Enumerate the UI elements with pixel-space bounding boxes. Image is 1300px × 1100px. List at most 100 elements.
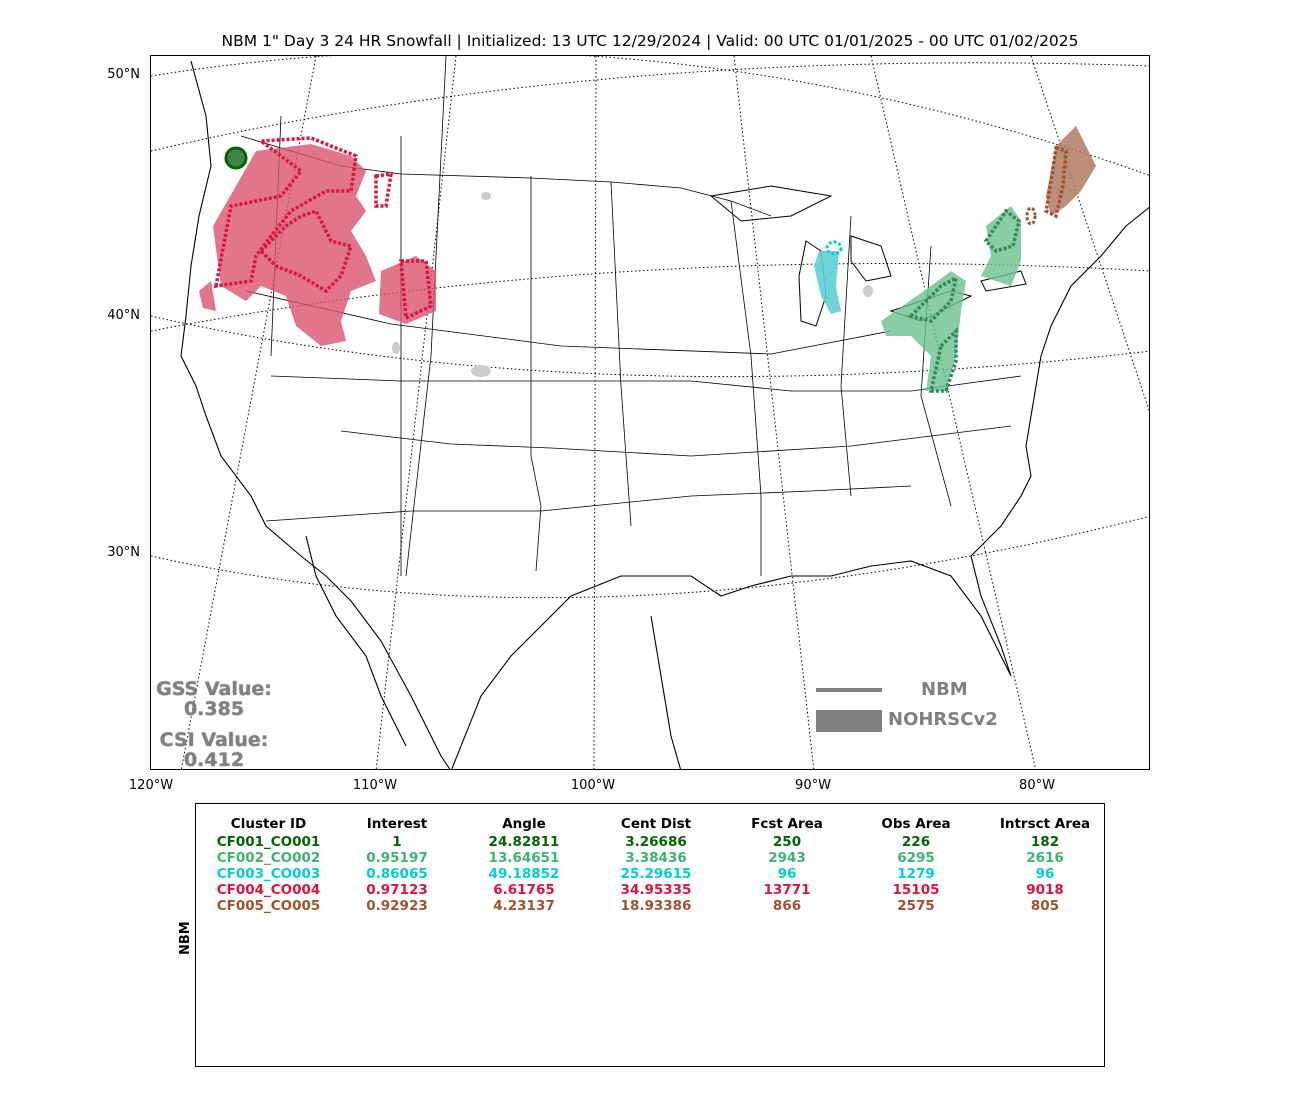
cluster-table: Cluster ID Interest Angle Cent Dist Fcst… bbox=[216, 814, 1095, 914]
cluster-table-panel: Cluster ID Interest Angle Cent Dist Fcst… bbox=[195, 803, 1105, 1067]
legend-nbm-label: NBM bbox=[921, 679, 968, 700]
chart-title: NBM 1" Day 3 24 HR Snowfall | Initialize… bbox=[221, 32, 1079, 50]
cf001-obs-area bbox=[227, 149, 245, 167]
table-row: CF001_CO001 1 24.82811 3.26686 250 226 182 bbox=[216, 834, 1095, 850]
cf002-obs-area-2 bbox=[981, 206, 1021, 286]
table-cell: CF001_CO001 bbox=[216, 834, 321, 850]
cf004-obs-area-2 bbox=[199, 281, 216, 311]
table-cell: 96 bbox=[777, 866, 797, 882]
great-lakes bbox=[709, 185, 1027, 327]
state-borders bbox=[240, 56, 1022, 577]
cf005-fcst-outline-small bbox=[1025, 206, 1037, 226]
cf004-obs-area-1 bbox=[213, 144, 376, 346]
table-body: CF001_CO001 1 24.82811 3.26686 250 226 182 CF00… bbox=[216, 834, 1095, 914]
table-cell: 13771 bbox=[763, 882, 811, 898]
table-cell: 4.23137 bbox=[493, 898, 555, 914]
table-cell: 18.93386 bbox=[620, 898, 692, 914]
table-cell: 182 bbox=[1030, 834, 1060, 850]
table-header-row: Cluster ID Interest Angle Cent Dist Fcst… bbox=[216, 814, 1095, 834]
table-cell: 805 bbox=[1030, 898, 1060, 914]
header-fcst-area: Fcst Area bbox=[751, 816, 823, 832]
border-col-5 bbox=[610, 181, 632, 527]
table-cell: 3.38436 bbox=[625, 850, 687, 866]
cf004-fcst-outline-1 bbox=[213, 136, 358, 289]
legend-fill-swatch bbox=[816, 710, 882, 732]
border-col-3 bbox=[405, 56, 447, 577]
lon-line-80 bbox=[870, 56, 1037, 769]
table-cell: 2616 bbox=[1026, 850, 1064, 866]
cf004-fcst-outline-4 bbox=[399, 259, 433, 321]
lat-line-35 bbox=[151, 315, 1149, 378]
table-row: CF004_CO004 0.97123 6.61765 34.95335 13771 15… bbox=[216, 882, 1095, 898]
cf003-obs-area bbox=[814, 251, 841, 314]
lon-label-90: 90°W bbox=[795, 778, 831, 793]
border-row-4 bbox=[265, 485, 912, 522]
csi-value: 0.412 bbox=[183, 749, 245, 770]
table-cell: 0.95197 bbox=[366, 850, 428, 866]
table-cell: 6295 bbox=[897, 850, 935, 866]
table-cell: 1 bbox=[392, 834, 402, 850]
lat-line-40 bbox=[151, 263, 1149, 332]
west-coast bbox=[180, 60, 451, 769]
table-row: CF003_CO003 0.86065 49.18852 25.29615 96 1279… bbox=[216, 866, 1095, 882]
header-obs-area: Obs Area bbox=[881, 816, 951, 832]
csi-label: CSI Value: bbox=[159, 729, 269, 751]
lon-line-70 bbox=[1030, 56, 1149, 412]
lake-superior bbox=[709, 185, 833, 222]
table-cell: 2575 bbox=[897, 898, 935, 914]
gulf-atlantic-coast bbox=[451, 206, 1149, 769]
table-cell: 49.18852 bbox=[488, 866, 560, 882]
cf005-fcst-outline bbox=[1044, 145, 1068, 219]
border-col-4 bbox=[530, 176, 542, 572]
header-cent-dist: Cent Dist bbox=[620, 816, 692, 832]
table-cell: 6.61765 bbox=[493, 882, 555, 898]
lon-label-120: 120°W bbox=[128, 778, 174, 793]
map-svg bbox=[151, 56, 1149, 769]
cluster-cf001 bbox=[224, 146, 248, 170]
table-cell: 13.64651 bbox=[488, 850, 560, 866]
cf001-fcst-outline bbox=[224, 146, 248, 170]
lon-line-110 bbox=[375, 56, 457, 769]
lat-label-50: 50°N bbox=[107, 67, 140, 82]
cf002-fcst-outline-1 bbox=[907, 274, 959, 323]
cf003-fcst-outline bbox=[825, 240, 843, 256]
header-intrsct-area: Intrsct Area bbox=[999, 816, 1091, 832]
cluster-cf002 bbox=[881, 206, 1021, 393]
cf004-obs-area-3 bbox=[379, 256, 436, 324]
lat-label-30: 30°N bbox=[107, 545, 140, 560]
table-cell: 15105 bbox=[892, 882, 940, 898]
cf002-fcst-outline-2 bbox=[928, 326, 958, 393]
coastline bbox=[180, 60, 1149, 769]
table-cell: CF003_CO003 bbox=[216, 866, 321, 882]
table-ylabel: NBM bbox=[178, 921, 193, 955]
unmatched-area-2 bbox=[392, 342, 400, 354]
table-row: CF005_CO005 0.92923 4.23137 18.93386 866 2575… bbox=[216, 898, 1095, 914]
unmatched-area-4 bbox=[863, 285, 873, 297]
cluster-cf005 bbox=[1025, 126, 1096, 226]
table-cell: 9018 bbox=[1026, 882, 1064, 898]
table-row: CF002_CO002 0.95197 13.64651 3.38436 2943 629… bbox=[216, 850, 1095, 866]
lat-line-45 bbox=[151, 62, 1149, 152]
unmatched-area-1 bbox=[481, 192, 491, 200]
table-cell: 0.97123 bbox=[366, 882, 428, 898]
cluster-cf004 bbox=[199, 136, 436, 346]
lon-line-90 bbox=[733, 56, 815, 769]
gss-label: GSS Value: bbox=[156, 678, 272, 700]
table-cell: 250 bbox=[772, 834, 802, 850]
mexico-gulf-coast bbox=[650, 615, 682, 769]
lat-label-40: 40°N bbox=[107, 308, 140, 323]
cf002-fcst-outline-3 bbox=[983, 208, 1021, 253]
header-cluster-id: Cluster ID bbox=[230, 816, 307, 832]
table-cell: 3.26686 bbox=[625, 834, 687, 850]
baja bbox=[305, 535, 407, 747]
table-cell: 24.82811 bbox=[488, 834, 560, 850]
gss-value: 0.385 bbox=[183, 698, 245, 720]
table-cell: 0.86065 bbox=[366, 866, 428, 882]
lon-label-80: 80°W bbox=[1019, 778, 1055, 793]
border-row-2 bbox=[270, 375, 1022, 392]
cf004-fcst-outline-3 bbox=[374, 171, 394, 208]
cf002-obs-area-1 bbox=[881, 271, 966, 391]
lon-label-110: 110°W bbox=[352, 778, 398, 793]
table-cell: CF002_CO002 bbox=[216, 850, 321, 866]
table-cell: 0.92923 bbox=[366, 898, 428, 914]
